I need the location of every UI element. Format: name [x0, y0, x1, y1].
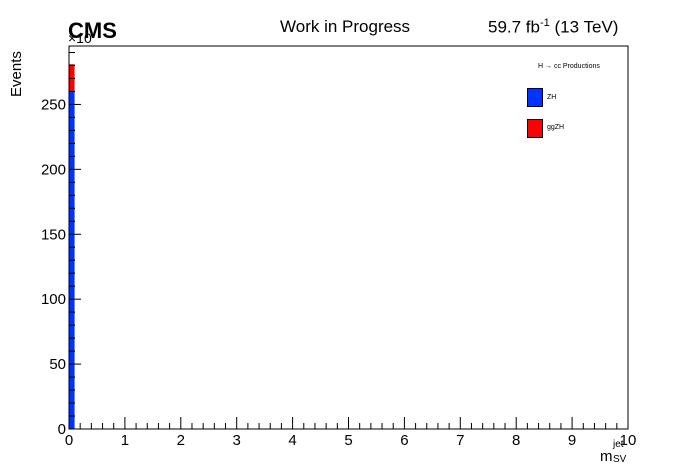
lumi-exponent: -1 — [540, 17, 550, 29]
y-tick-label: 150 — [41, 226, 66, 243]
y-tick-label: 0 — [58, 421, 66, 438]
x-tick-label: 6 — [400, 432, 408, 449]
status-label: Work in Progress — [280, 17, 411, 36]
y-axis-label: Events — [8, 51, 25, 97]
plot-frame — [68, 45, 629, 430]
legend-label-ggzh: ggZH — [547, 124, 565, 131]
y-tick-label: 250 — [41, 96, 66, 113]
lumi-energy: (13 TeV) — [549, 17, 619, 37]
x-tick-label: 4 — [288, 432, 296, 449]
y-axis-exponent: ×10 — [68, 30, 92, 46]
luminosity-label: 59.7 fb-1 (13 TeV) — [488, 17, 618, 38]
x-tick-label: 10 — [620, 432, 637, 449]
x-tick-label: 2 — [177, 432, 185, 449]
bar-ggzh-bin-0 — [69, 64, 75, 92]
x-axis-label: m jet SV — [600, 439, 626, 465]
x-tick-label: 7 — [456, 432, 464, 449]
x-tick-label: 9 — [568, 432, 576, 449]
y-tick-label: 200 — [41, 161, 66, 178]
x-tick-label: 1 — [121, 432, 129, 449]
legend-swatch-zh — [527, 88, 543, 107]
x-tick-label: 3 — [233, 432, 241, 449]
y-tick-label: 100 — [41, 291, 66, 308]
lumi-value: 59.7 fb — [488, 17, 540, 37]
x-tick-label: 0 — [65, 432, 73, 449]
x-tick-label: 5 — [344, 432, 352, 449]
x-axis-label-superscript: jet — [613, 439, 624, 450]
legend-title: H → cc Productions — [538, 63, 600, 70]
legend-swatch-ggzh — [527, 119, 543, 138]
x-axis-label-main: m — [600, 448, 613, 465]
x-tick-label: 8 — [512, 432, 520, 449]
x-axis-label-subscript: SV — [613, 454, 627, 465]
experiment-label: CMS — [68, 18, 117, 43]
legend-label-zh: ZH — [547, 94, 557, 101]
y-tick-label: 50 — [49, 356, 66, 373]
